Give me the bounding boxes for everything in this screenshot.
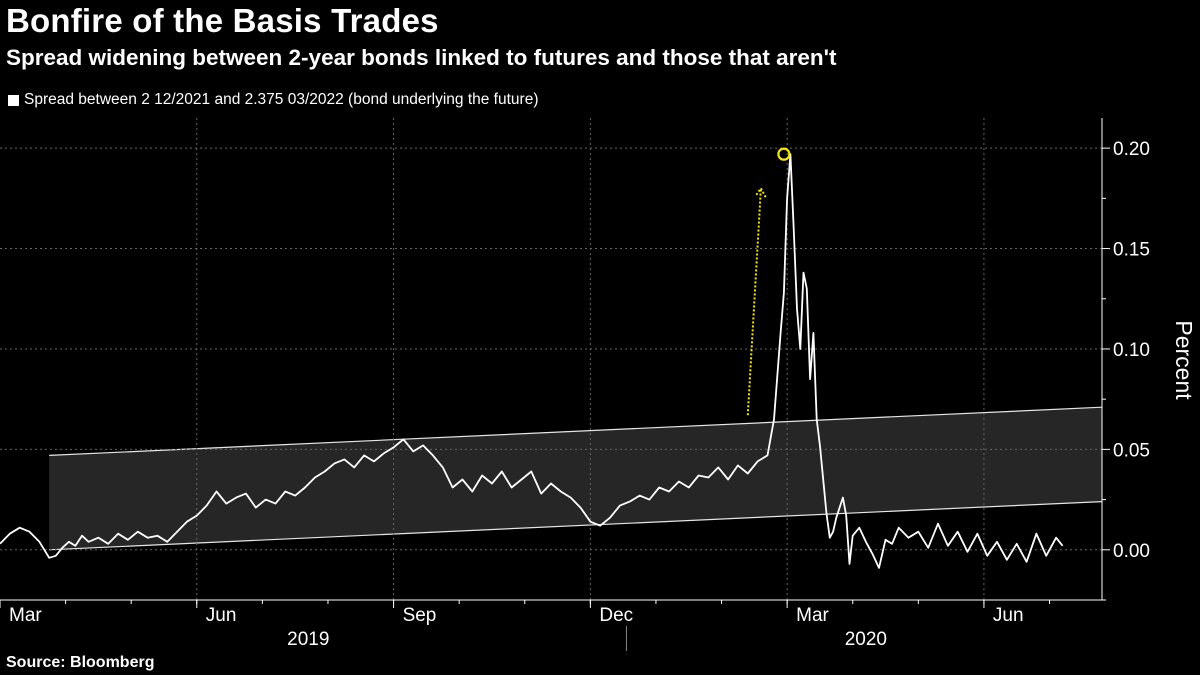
legend-label: Spread between 2 12/2021 and 2.375 03/20…: [24, 91, 539, 108]
peak-marker: [777, 147, 791, 161]
legend-swatch: [8, 94, 19, 106]
y-tick-label: 0.00: [1113, 541, 1150, 562]
year-label: 2020: [845, 629, 887, 650]
x-tick-label: Jun: [993, 605, 1024, 626]
legend: Spread between 2 12/2021 and 2.375 03/20…: [8, 91, 538, 109]
annotation-arrow: [746, 188, 762, 416]
x-tick-label: Jun: [206, 605, 237, 626]
chart-title: Bonfire of the Basis Trades: [6, 2, 439, 39]
channel-band: [49, 407, 1103, 550]
x-tick-label: Mar: [9, 605, 42, 626]
series-line: [0, 153, 1064, 569]
annotation-arrowhead: [754, 186, 767, 198]
year-label: 2019: [287, 629, 329, 650]
x-tick-label: Mar: [796, 605, 829, 626]
y-axis-label: Percent: [1171, 320, 1197, 400]
channel-lower-line: [49, 500, 1103, 551]
y-tick-label: 0.10: [1113, 340, 1150, 361]
x-tick-label: Sep: [403, 605, 437, 626]
channel-upper-line: [49, 406, 1103, 456]
y-tick-label: 0.20: [1113, 139, 1150, 160]
chart-subtitle: Spread widening between 2-year bonds lin…: [6, 45, 837, 70]
y-tick-label: 0.05: [1113, 440, 1150, 461]
x-tick-label: Dec: [599, 605, 633, 626]
y-tick-label: 0.15: [1113, 240, 1150, 261]
source-note: Source: Bloomberg: [6, 654, 155, 671]
